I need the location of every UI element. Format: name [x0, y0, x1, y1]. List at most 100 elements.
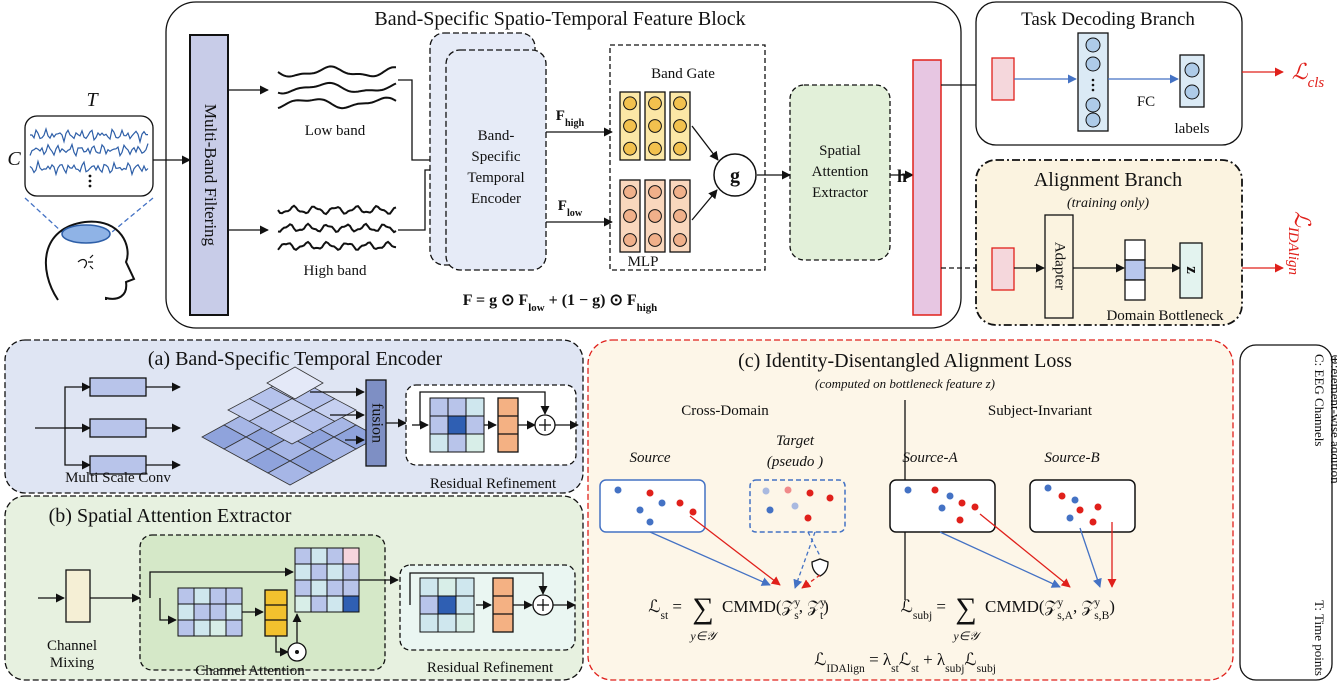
sample-dot: [647, 490, 654, 497]
label: Domain Bottleneck: [1106, 308, 1224, 324]
label: Target: [776, 433, 815, 449]
text-part: ): [823, 597, 829, 616]
label: MLP: [628, 254, 659, 270]
sample-dot: [959, 500, 966, 507]
label: T: Time points: [1312, 600, 1327, 676]
loss-label: ℒIDAlign: [1285, 211, 1315, 275]
neuron: [649, 210, 662, 223]
grid-cell: [194, 588, 210, 604]
brain: [62, 225, 110, 243]
text-part: ℒ: [964, 650, 976, 669]
text-part: F: [556, 108, 565, 124]
superscript: y: [1094, 596, 1100, 609]
text-part: + λ: [919, 650, 946, 669]
grid-cell: [456, 596, 474, 614]
neuron: [674, 186, 687, 199]
sample-dot: [677, 500, 684, 507]
grid-cell: [420, 596, 438, 614]
sample-dot: [690, 509, 697, 516]
grid-cell: [430, 416, 448, 434]
grid-cell: [210, 588, 226, 604]
neuron: [624, 234, 637, 247]
neuron: [649, 234, 662, 247]
sample-dot: [659, 500, 666, 507]
subscript: s,B: [1094, 609, 1109, 622]
label: Residual Refinement: [427, 660, 554, 676]
grid-cell: [343, 564, 359, 580]
label: h: [897, 166, 907, 186]
mul-dot: [295, 650, 299, 654]
column: [498, 398, 518, 452]
sample-dot: [1095, 504, 1102, 511]
neuron: [674, 142, 687, 155]
grid-cell: [343, 548, 359, 564]
sample-dot: [1045, 485, 1052, 492]
label: (training only): [1067, 196, 1149, 211]
grid-cell: [226, 588, 242, 604]
grid-cell: [420, 578, 438, 596]
neuron: [649, 97, 662, 110]
grid-cell: [456, 578, 474, 596]
grid-cell: [311, 548, 327, 564]
label: Source-A: [902, 450, 958, 466]
label: T: [86, 89, 99, 111]
text-part: ℒ: [814, 650, 826, 669]
grid-cell: [438, 578, 456, 596]
text-part: =: [668, 597, 682, 616]
grid-cell: [311, 564, 327, 580]
neuron: [1086, 98, 1100, 112]
sample-dot: [637, 507, 644, 514]
grid-cell: [438, 596, 456, 614]
subscript: cls: [1308, 75, 1325, 91]
grid-cell: [210, 604, 226, 620]
label: Channel: [47, 638, 97, 654]
sample-dot: [827, 495, 834, 502]
grid-cell: [327, 564, 343, 580]
label: Multi-Band Filtering: [201, 104, 220, 247]
bottleneck-cell: [1125, 260, 1145, 280]
grid-cell: [343, 596, 359, 612]
sample-dot: [905, 487, 912, 494]
sample-dot: [1067, 515, 1074, 522]
grid-cell: [311, 596, 327, 612]
sample-dot: [932, 487, 939, 494]
label: C: [7, 148, 21, 170]
grid-cell: [430, 398, 448, 416]
grid-cell: [178, 604, 194, 620]
subscript: low: [567, 208, 583, 219]
label: Low band: [305, 123, 366, 139]
grid-cell: [448, 416, 466, 434]
superscript: y: [1057, 596, 1063, 609]
label: Temporal: [467, 170, 524, 186]
neuron: [624, 186, 637, 199]
sample-dot: [1077, 507, 1084, 514]
feature-box: [992, 248, 1014, 290]
label: Mixing: [50, 655, 95, 671]
sample-dot: [957, 517, 964, 524]
label: Band-Specific Spatio-Temporal Feature Bl…: [374, 8, 745, 30]
text-part: =: [932, 597, 946, 616]
label: ∑: [955, 592, 976, 625]
label: Residual Refinement: [430, 476, 557, 492]
subscript: subj: [977, 662, 996, 675]
grid-cell: [448, 434, 466, 452]
grid-cell: [226, 604, 242, 620]
subscript: s,A: [1057, 609, 1073, 622]
conv-kernel: [90, 378, 146, 396]
label: Channel Attention: [195, 663, 305, 679]
text-part: F = g ⊙ F: [463, 292, 529, 309]
label: Alignment Branch: [1034, 169, 1182, 191]
grid-cell: [327, 596, 343, 612]
text-part: ℒ: [1290, 211, 1315, 228]
sample-dot: [1059, 493, 1066, 500]
sample-dot: [767, 507, 774, 514]
label: (c) Identity-Disentangled Alignment Loss: [738, 350, 1072, 372]
subscript: IDAlign: [826, 662, 865, 675]
neuron: [624, 210, 637, 223]
text-part: F: [558, 198, 567, 214]
label: fusion: [368, 403, 385, 443]
bottleneck-cell: [1125, 240, 1145, 260]
subscript: high: [565, 118, 585, 129]
ellipsis-dot: [89, 185, 92, 188]
label: Band Gate: [651, 66, 715, 82]
